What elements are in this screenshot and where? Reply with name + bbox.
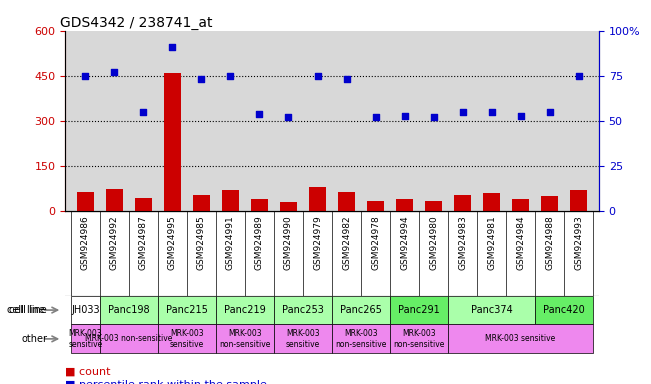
Point xyxy=(544,109,555,115)
Text: Panc253: Panc253 xyxy=(282,305,324,315)
Text: GSM924987: GSM924987 xyxy=(139,215,148,270)
Bar xyxy=(338,192,355,211)
Bar xyxy=(425,201,442,211)
Text: JH033: JH033 xyxy=(71,305,100,315)
Point xyxy=(341,76,352,83)
Text: other: other xyxy=(21,334,47,344)
Text: GSM924980: GSM924980 xyxy=(429,215,438,270)
Bar xyxy=(274,324,332,353)
Point xyxy=(138,109,148,115)
Bar xyxy=(332,324,390,353)
Point xyxy=(574,73,584,79)
Bar xyxy=(193,195,210,211)
Bar xyxy=(390,296,448,324)
Point xyxy=(225,73,236,79)
Bar xyxy=(448,296,535,324)
Point xyxy=(255,111,265,117)
Text: cell line: cell line xyxy=(9,305,47,315)
Bar xyxy=(135,198,152,211)
Bar xyxy=(216,296,274,324)
Text: GSM924979: GSM924979 xyxy=(313,215,322,270)
Bar xyxy=(309,187,326,211)
Text: GSM924984: GSM924984 xyxy=(516,215,525,270)
Text: GSM924981: GSM924981 xyxy=(487,215,496,270)
Text: MRK-003
non-sensitive: MRK-003 non-sensitive xyxy=(393,329,445,349)
Point xyxy=(109,69,120,75)
Point xyxy=(458,109,468,115)
Text: Panc215: Panc215 xyxy=(166,305,208,315)
Bar xyxy=(105,189,123,211)
Bar xyxy=(100,296,158,324)
Point xyxy=(283,114,294,121)
Text: MRK-003
sensitive: MRK-003 sensitive xyxy=(170,329,204,349)
Bar xyxy=(535,296,593,324)
Point xyxy=(486,109,497,115)
Bar xyxy=(216,324,274,353)
Bar xyxy=(512,199,529,211)
Bar xyxy=(77,192,94,211)
Bar xyxy=(280,202,298,211)
Bar xyxy=(158,324,216,353)
Text: GSM924985: GSM924985 xyxy=(197,215,206,270)
Bar xyxy=(448,324,593,353)
Bar xyxy=(164,73,181,211)
Text: Panc374: Panc374 xyxy=(471,305,512,315)
Text: GSM924983: GSM924983 xyxy=(458,215,467,270)
Text: MRK-003
sensitive: MRK-003 sensitive xyxy=(68,329,103,349)
Point xyxy=(80,73,90,79)
Text: MRK-003
non-sensitive: MRK-003 non-sensitive xyxy=(335,329,387,349)
Text: GSM924993: GSM924993 xyxy=(574,215,583,270)
Point xyxy=(428,114,439,121)
Bar xyxy=(390,324,448,353)
Bar xyxy=(71,296,100,324)
Point xyxy=(167,44,178,50)
Bar xyxy=(332,296,390,324)
Bar xyxy=(71,324,100,353)
Text: ■ percentile rank within the sample: ■ percentile rank within the sample xyxy=(65,380,267,384)
Bar xyxy=(158,296,216,324)
Bar xyxy=(274,296,332,324)
Text: MRK-003
non-sensitive: MRK-003 non-sensitive xyxy=(219,329,271,349)
Text: MRK-003
sensitive: MRK-003 sensitive xyxy=(286,329,320,349)
Bar xyxy=(367,201,384,211)
Bar xyxy=(483,193,500,211)
Text: Panc219: Panc219 xyxy=(224,305,266,315)
Bar xyxy=(454,195,471,211)
Text: Panc291: Panc291 xyxy=(398,305,440,315)
Text: GSM924995: GSM924995 xyxy=(168,215,177,270)
Text: ■ count: ■ count xyxy=(65,366,111,376)
Text: MRK-003 non-sensitive: MRK-003 non-sensitive xyxy=(85,334,173,343)
Bar xyxy=(251,199,268,211)
Text: GSM924982: GSM924982 xyxy=(342,215,351,270)
Bar xyxy=(396,199,413,211)
Text: Panc265: Panc265 xyxy=(340,305,382,315)
Text: MRK-003 sensitive: MRK-003 sensitive xyxy=(486,334,556,343)
Point xyxy=(399,113,409,119)
Bar xyxy=(541,196,559,211)
Text: GSM924988: GSM924988 xyxy=(545,215,554,270)
Text: Panc198: Panc198 xyxy=(108,305,150,315)
Text: Panc420: Panc420 xyxy=(543,305,585,315)
Text: GSM924989: GSM924989 xyxy=(255,215,264,270)
Text: cell line: cell line xyxy=(7,305,44,315)
Point xyxy=(312,73,323,79)
Point xyxy=(516,113,526,119)
Bar xyxy=(100,324,158,353)
Text: GSM924991: GSM924991 xyxy=(226,215,235,270)
Point xyxy=(196,76,206,83)
Bar xyxy=(222,190,239,211)
Text: GSM924978: GSM924978 xyxy=(371,215,380,270)
Text: GSM924994: GSM924994 xyxy=(400,215,409,270)
Text: GSM924986: GSM924986 xyxy=(81,215,90,270)
Point xyxy=(370,114,381,121)
Bar xyxy=(570,190,587,211)
Text: GSM924990: GSM924990 xyxy=(284,215,293,270)
Text: GSM924992: GSM924992 xyxy=(110,215,119,270)
Text: GDS4342 / 238741_at: GDS4342 / 238741_at xyxy=(60,16,212,30)
